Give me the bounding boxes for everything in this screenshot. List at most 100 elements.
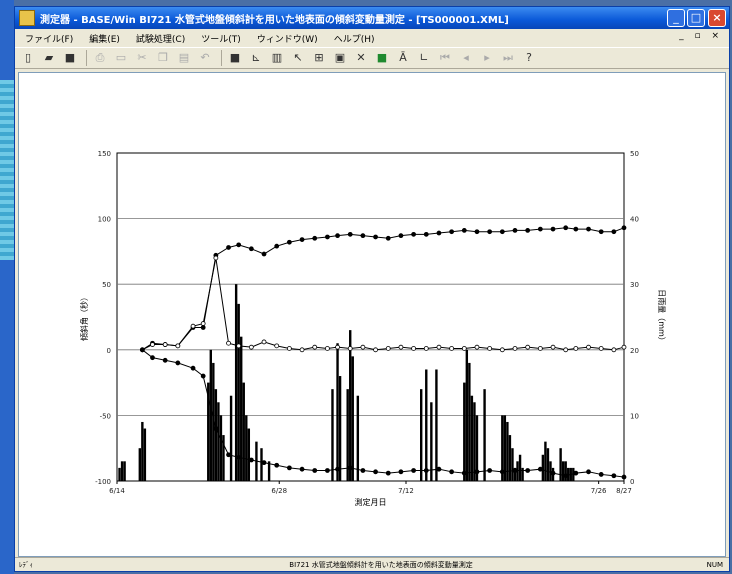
rain-bar xyxy=(544,441,547,481)
rain-bar xyxy=(465,349,469,481)
rain-bar xyxy=(234,284,238,481)
cut-icon[interactable]: ✂ xyxy=(137,51,147,64)
y-left-tick-label: -100 xyxy=(95,478,111,486)
status-document: BI721 水管式地盤傾斜計を用いた地表面の傾斜変動量測定 xyxy=(289,560,473,569)
series-1-point xyxy=(474,229,480,235)
new-file-icon[interactable]: ▯ xyxy=(24,51,32,64)
menu-edit[interactable]: 編集(E) xyxy=(89,34,120,45)
text-icon[interactable]: Ā xyxy=(399,51,407,64)
toolbar-separator xyxy=(86,50,87,66)
series-3-point xyxy=(360,468,366,473)
help-icon[interactable]: ? xyxy=(526,51,532,64)
first-icon[interactable]: ⏮ xyxy=(440,51,450,64)
y-left-tick-label: 50 xyxy=(102,281,111,289)
undo-icon[interactable]: ↶ xyxy=(200,51,210,64)
series-2-point xyxy=(261,339,267,345)
rain-bar xyxy=(518,454,522,481)
title-bar[interactable]: 測定器 - BASE/Win BI721 水管式地盤傾斜計を用いた地表面の傾斜変… xyxy=(15,7,729,29)
square-icon[interactable]: ■ xyxy=(229,51,241,64)
axis-icon[interactable]: ∟ xyxy=(419,51,429,64)
save-icon[interactable]: ■ xyxy=(64,51,76,64)
series-1-point xyxy=(312,235,318,241)
rain-bar xyxy=(138,448,142,481)
series-1-point xyxy=(611,229,617,235)
line-tool-icon[interactable]: ⊾ xyxy=(251,51,261,64)
app-icon[interactable] xyxy=(19,10,35,26)
rain-bar xyxy=(503,415,507,481)
series-3-point xyxy=(525,468,531,473)
rain-bar xyxy=(425,369,428,481)
print-preview-icon[interactable]: ▭ xyxy=(115,51,127,64)
next-icon[interactable]: ▸ xyxy=(484,51,490,64)
copy-icon[interactable]: ❐ xyxy=(158,51,168,64)
rain-bar xyxy=(475,415,479,481)
rain-bar xyxy=(120,461,124,481)
series-1-point xyxy=(461,228,467,233)
series-3-point xyxy=(373,469,378,475)
print-icon[interactable]: ⎙ xyxy=(95,51,105,64)
rain-bar xyxy=(430,402,433,481)
series-2-point xyxy=(150,342,155,347)
window-title: 測定器 - BASE/Win BI721 水管式地盤傾斜計を用いた地表面の傾斜変… xyxy=(40,14,509,26)
mdi-window-controls[interactable]: _ ▫ × xyxy=(679,31,723,41)
x-tick-label: 6/28 xyxy=(271,487,287,495)
chart-icon[interactable]: ▥ xyxy=(271,51,283,64)
series-3-point xyxy=(299,466,305,472)
rain-bar xyxy=(336,343,339,481)
series-2-point xyxy=(236,343,242,349)
series-1-point xyxy=(261,251,267,257)
series-1-point xyxy=(325,234,330,240)
rain-bar xyxy=(349,330,352,481)
series-2-point xyxy=(200,321,206,326)
series-1-point xyxy=(487,229,493,235)
series-3-point xyxy=(398,469,404,475)
series-2-point xyxy=(385,346,391,351)
series-2-point xyxy=(436,344,442,350)
series-2-point xyxy=(550,344,556,350)
rain-bar xyxy=(516,461,519,481)
close-button[interactable]: × xyxy=(708,9,726,27)
menu-file[interactable]: ファイル(F) xyxy=(25,34,74,45)
menu-help[interactable]: ヘルプ(H) xyxy=(333,34,375,45)
series-2-point xyxy=(487,346,493,351)
box-select-icon[interactable]: ▣ xyxy=(334,51,346,64)
series-2-point xyxy=(598,346,604,351)
maximize-button[interactable]: □ xyxy=(687,9,705,27)
series-2-point xyxy=(162,342,168,347)
series-3-point xyxy=(611,473,617,479)
rain-bar xyxy=(240,336,243,481)
series-3-point xyxy=(411,468,416,473)
series-2-point xyxy=(213,255,219,261)
series-3-point xyxy=(226,452,231,458)
last-icon[interactable]: ⏭ xyxy=(503,51,513,64)
pointer-icon[interactable]: ↖ xyxy=(293,51,303,64)
toolbar: ▯ ▰ ■ ⎙ ▭ ✂ ❐ ▤ ↶ ■ ⊾ ▥ ↖ ⊞ ▣ ✕ ■ Ā ∟ ⏮ … xyxy=(15,47,729,69)
document-view[interactable]: 150 100 50 0 -50 -100 50 40 30 20 10 0 6/14 6/28 7/12 7… xyxy=(18,72,726,557)
y-right-tick-label: 50 xyxy=(630,150,639,158)
x-tick-label: 7/12 xyxy=(398,487,414,495)
series-1-point xyxy=(499,229,505,235)
rain-bar xyxy=(237,303,240,481)
prev-icon[interactable]: ◂ xyxy=(463,51,469,64)
series-2-point xyxy=(286,346,292,351)
menu-window[interactable]: ウィンドウ(W) xyxy=(256,34,318,45)
menu-test-process[interactable]: 試験処理(C) xyxy=(135,34,186,45)
menu-tools[interactable]: ツール(T) xyxy=(201,34,241,45)
x-tick-label: 7/26 xyxy=(591,487,607,495)
rain-bar xyxy=(242,382,245,481)
series-3-point xyxy=(573,470,579,476)
rain-bar xyxy=(508,435,512,481)
series-2-point xyxy=(347,346,353,351)
series-2-point xyxy=(335,344,340,350)
series-2-point xyxy=(411,346,416,351)
grid-icon[interactable]: ⊞ xyxy=(314,51,324,64)
rain-bar xyxy=(267,461,271,481)
green-box-icon[interactable]: ■ xyxy=(376,51,388,64)
minimize-button[interactable]: _ xyxy=(667,9,685,27)
paste-icon[interactable]: ▤ xyxy=(178,51,190,64)
y-right-tick-label: 40 xyxy=(630,216,639,224)
delete-x-icon[interactable]: ✕ xyxy=(356,51,366,64)
open-folder-icon[interactable]: ▰ xyxy=(44,51,54,64)
rain-bar xyxy=(473,402,476,481)
rain-bar xyxy=(420,389,423,481)
